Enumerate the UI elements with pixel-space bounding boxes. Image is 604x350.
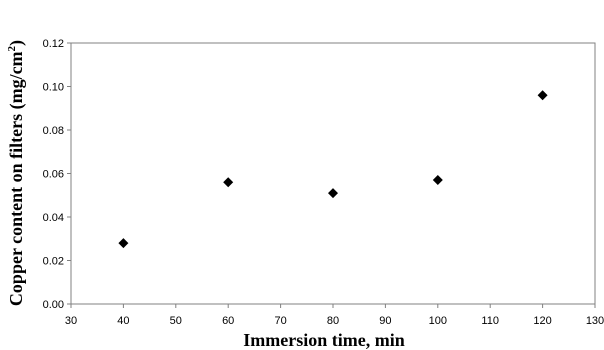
x-tick-label: 120 xyxy=(533,315,551,327)
y-tick-label: 0.02 xyxy=(43,256,64,268)
y-tick-label: 0.10 xyxy=(43,82,64,94)
y-tick-label: 0.12 xyxy=(43,38,64,50)
y-tick-label: 0.00 xyxy=(43,299,64,311)
x-tick-label: 110 xyxy=(481,315,499,327)
x-axis-title: Immersion time, min xyxy=(243,330,404,350)
data-point xyxy=(328,188,338,199)
x-tick-label: 50 xyxy=(170,315,182,327)
x-tick-label: 60 xyxy=(222,315,234,327)
x-tick-label: 40 xyxy=(117,315,129,327)
y-axis-title-main: Copper content on filters (mg/cm xyxy=(6,51,27,306)
x-tick-label: 130 xyxy=(586,315,604,327)
data-points xyxy=(118,90,548,249)
data-point xyxy=(223,177,234,188)
y-tick-label: 0.08 xyxy=(43,125,64,137)
x-tick-label: 90 xyxy=(379,315,391,327)
plot-area xyxy=(70,42,596,305)
y-axis-ticks: 0.00 0.02 0.04 0.06 0.08 0.10 0.12 xyxy=(43,38,71,311)
y-tick-label: 0.06 xyxy=(43,169,64,181)
y-axis-title-tail: ) xyxy=(6,40,27,46)
x-tick-label: 70 xyxy=(274,315,286,327)
x-tick-label: 30 xyxy=(65,315,77,327)
x-tick-label: 100 xyxy=(429,315,447,327)
data-point xyxy=(432,175,443,186)
y-axis-title-superscript: 2 xyxy=(6,45,18,51)
y-tick-label: 0.04 xyxy=(43,212,64,224)
data-point xyxy=(537,90,548,101)
data-point xyxy=(118,238,129,249)
x-axis-ticks: 30 40 50 60 70 80 90 100 110 120 130 xyxy=(65,304,604,327)
x-tick-label: 80 xyxy=(327,315,339,327)
y-axis-title: Copper content on filters (mg/cm2) xyxy=(6,40,27,306)
